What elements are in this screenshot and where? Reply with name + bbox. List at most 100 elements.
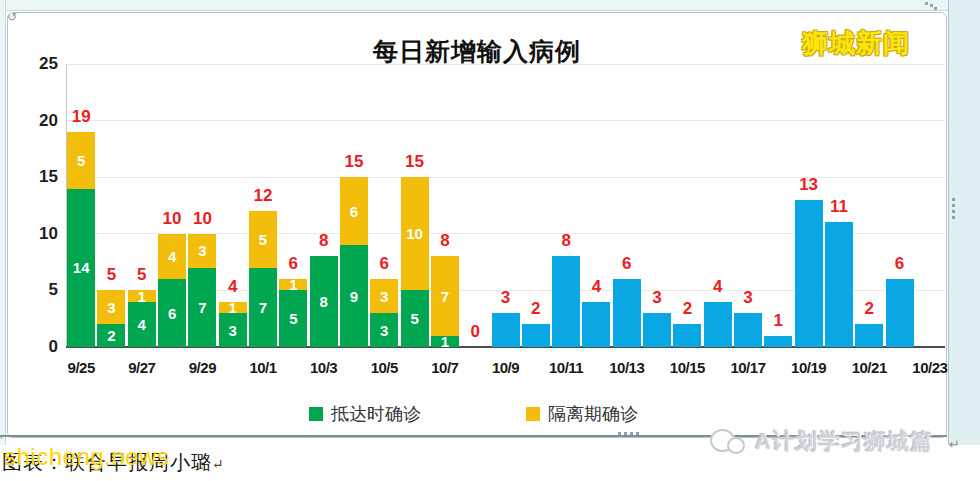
- bar-segment: 5: [279, 290, 307, 347]
- bar-value-label: 2: [107, 328, 115, 343]
- x-axis-label: 9/27: [108, 359, 176, 376]
- bar-total-label: 6: [607, 254, 647, 274]
- legend: 抵达时确诊 隔离期确诊: [0, 402, 947, 426]
- resize-handle-bottom-left[interactable]: ⌐: [1, 430, 7, 442]
- x-axis-label: 10/23: [896, 359, 964, 376]
- bar-segment: 7: [249, 268, 277, 347]
- document-canvas: 每日新增输入病例 狮城新闻 05101520259/259/279/2910/1…: [0, 0, 980, 481]
- x-axis-label: 10/1: [229, 359, 297, 376]
- bar-value-label: 6: [168, 306, 176, 321]
- bar-total-label: 6: [880, 254, 920, 274]
- resize-handle-top-right[interactable]: [925, 2, 928, 5]
- bar-total-label: 2: [667, 299, 707, 319]
- bar-value-label: 4: [138, 317, 146, 332]
- bar-segment: [552, 256, 580, 347]
- bar-total-label: 15: [334, 152, 374, 172]
- bar-total-label: 2: [516, 299, 556, 319]
- y-axis-label: 0: [18, 337, 58, 357]
- bar-segment: [795, 200, 823, 347]
- resize-handle-bottom[interactable]: [618, 432, 621, 435]
- bar-segment: 3: [219, 313, 247, 347]
- bar-total-label: 2: [849, 299, 889, 319]
- bar-total-label: 6: [364, 254, 404, 274]
- bar-value-label: 7: [441, 289, 449, 304]
- y-axis-label: 25: [18, 54, 58, 74]
- x-axis-label: 10/9: [472, 359, 540, 376]
- rotate-handle-icon[interactable]: ↺: [7, 11, 17, 23]
- bar-total-label: 11: [819, 197, 859, 217]
- bar-value-label: 1: [441, 334, 449, 349]
- gridline: [67, 64, 945, 65]
- bar-value-label: 5: [289, 311, 297, 326]
- y-axis-label: 10: [18, 224, 58, 244]
- bar-total-label: 19: [61, 107, 101, 127]
- bar-total-label: 8: [304, 231, 344, 251]
- editor-right-panel: [948, 0, 980, 445]
- bar-segment: 8: [310, 256, 338, 347]
- x-axis-label: 10/21: [835, 359, 903, 376]
- bar-value-label: 10: [406, 226, 423, 241]
- bar-segment: 1: [219, 302, 247, 313]
- bar-segment: [582, 302, 610, 347]
- bar-value-label: 1: [289, 277, 297, 292]
- x-axis-label: 10/15: [653, 359, 721, 376]
- x-axis-label: 10/19: [775, 359, 843, 376]
- bar-value-label: 7: [259, 300, 267, 315]
- bar-value-label: 3: [107, 300, 115, 315]
- bar-segment: 3: [188, 234, 216, 268]
- bar-segment: 5: [67, 132, 95, 189]
- resize-handle-right[interactable]: [952, 198, 955, 201]
- chat-bubble-small: [727, 437, 745, 454]
- bar-segment: 3: [370, 279, 398, 313]
- y-axis-label: 15: [18, 167, 58, 187]
- bar-segment: [522, 324, 550, 347]
- bar-segment: 4: [128, 302, 156, 347]
- bar-value-label: 4: [168, 249, 176, 264]
- x-axis-label: 10/11: [532, 359, 600, 376]
- footer-logo-text: A计划学习狮城篇: [755, 427, 933, 457]
- bar-segment: 5: [401, 290, 429, 347]
- x-axis-label: 10/3: [290, 359, 358, 376]
- bar-total-label: 0: [455, 322, 495, 342]
- x-axis-label: 10/7: [411, 359, 479, 376]
- site-watermark: shicheng.news: [4, 443, 169, 471]
- bar-total-label: 4: [213, 277, 253, 297]
- bar-total-label: 5: [122, 265, 162, 285]
- bar-value-label: 5: [77, 153, 85, 168]
- y-axis-label: 20: [18, 111, 58, 131]
- bar-value-label: 1: [138, 289, 146, 304]
- bar-segment: [764, 336, 792, 347]
- bar-value-label: 3: [229, 323, 237, 338]
- plot-area: 05101520259/259/279/2910/110/310/510/710…: [66, 64, 945, 347]
- x-axis-label: 10/17: [714, 359, 782, 376]
- legend-item: 隔离期确诊: [526, 402, 638, 426]
- legend-label: 隔离期确诊: [548, 402, 638, 426]
- bar-segment: 6: [340, 177, 368, 245]
- bar-total-label: 10: [182, 209, 222, 229]
- bar-segment: [673, 324, 701, 347]
- bar-total-label: 13: [789, 175, 829, 195]
- gridline: [67, 120, 945, 121]
- bar-value-label: 3: [380, 323, 388, 338]
- footer-logo: A计划学习狮城篇: [710, 427, 933, 457]
- bar-value-label: 9: [350, 289, 358, 304]
- legend-swatch: [309, 407, 323, 421]
- wechat-icon: [710, 428, 748, 456]
- bar-segment: [886, 279, 914, 347]
- editor-left-band: [0, 0, 6, 445]
- x-axis-label: 10/13: [593, 359, 661, 376]
- legend-label: 抵达时确诊: [331, 402, 421, 426]
- y-axis-label: 5: [18, 280, 58, 300]
- brand-logo: 狮城新闻: [802, 26, 910, 61]
- bar-value-label: 7: [198, 300, 206, 315]
- bar-value-label: 3: [198, 243, 206, 258]
- bar-segment: [704, 302, 732, 347]
- x-axis-label: 9/25: [47, 359, 115, 376]
- bar-total-label: 6: [273, 254, 313, 274]
- bar-value-label: 3: [380, 289, 388, 304]
- bar-segment: [855, 324, 883, 347]
- legend-swatch: [526, 407, 540, 421]
- editor-top-band: [0, 0, 980, 11]
- bar-value-label: 5: [259, 232, 267, 247]
- bar-segment: 4: [158, 234, 186, 279]
